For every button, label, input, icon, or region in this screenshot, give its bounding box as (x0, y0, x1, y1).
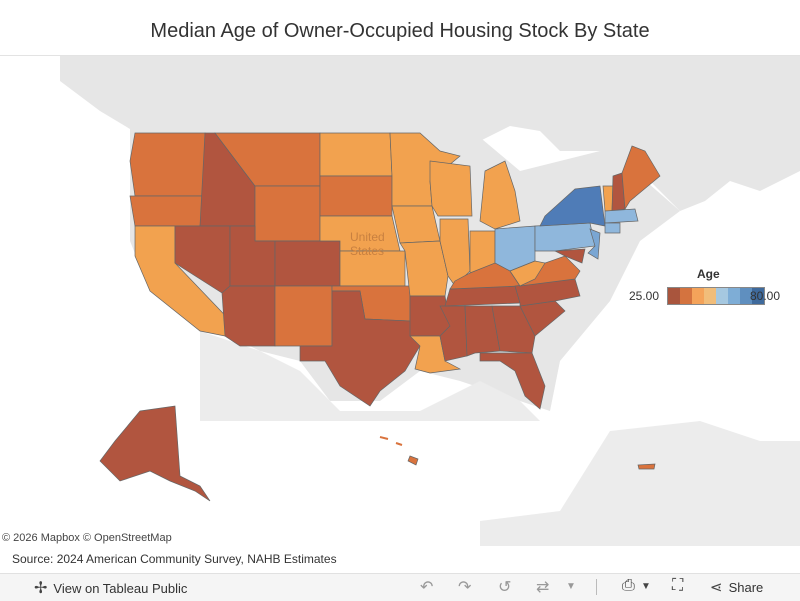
share-icon: ⋖ (710, 579, 723, 596)
map-area[interactable]: United States © 2026 Mapbox © OpenStreet… (0, 55, 800, 546)
state-south-dakota[interactable] (319, 175, 393, 217)
state-iowa[interactable] (391, 205, 441, 244)
legend-swatch-3 (704, 288, 716, 304)
state-mississippi[interactable] (439, 305, 468, 362)
state-colorado[interactable] (274, 240, 341, 287)
state-alabama[interactable] (464, 305, 501, 357)
canada-land (60, 56, 800, 211)
state-connecticut[interactable] (604, 222, 621, 234)
legend-title: Age (697, 267, 720, 281)
state-arkansas[interactable] (409, 295, 451, 337)
legend-swatch-7 (752, 288, 764, 304)
state-michigan[interactable] (479, 160, 521, 230)
tableau-logo-icon: ✢ (34, 580, 48, 597)
legend-max-label: 80.00 (750, 289, 781, 303)
country-label-line2: States (350, 244, 384, 258)
revert-icon[interactable]: ↺ (498, 579, 512, 596)
refresh-dropdown-icon[interactable]: ▼ (566, 581, 576, 592)
legend-swatches (667, 287, 765, 305)
view-on-tableau-link[interactable]: ✢ View on Tableau Public (34, 578, 187, 598)
state-new-jersey[interactable] (587, 228, 601, 260)
state-alaska[interactable] (99, 405, 211, 502)
hawaii-islands (379, 436, 403, 446)
refresh-icon[interactable]: ⇄ (536, 579, 550, 596)
map-attribution[interactable]: © 2026 Mapbox © OpenStreetMap (0, 532, 174, 544)
state-massachusetts[interactable] (604, 208, 639, 224)
legend-swatch-4 (716, 288, 728, 304)
state-hawaii[interactable] (407, 455, 419, 466)
caribbean-land (480, 421, 800, 546)
view-on-tableau-label: View on Tableau Public (53, 580, 188, 596)
share-button[interactable]: ⋖ Share (710, 578, 763, 596)
mexico-land (200, 331, 540, 421)
state-arizona[interactable] (221, 285, 276, 347)
fullscreen-icon[interactable]: ⛶ (672, 577, 684, 594)
state-vermont[interactable] (602, 185, 614, 212)
state-maryland[interactable] (553, 248, 586, 264)
state-georgia[interactable] (491, 305, 536, 354)
state-florida[interactable] (479, 352, 546, 410)
legend-swatch-0 (668, 288, 680, 304)
country-label-line1: United (350, 230, 385, 244)
color-legend: Age 25.00 80.00 (615, 267, 795, 327)
share-label: Share (728, 579, 764, 595)
state-pennsylvania[interactable] (534, 222, 596, 252)
legend-swatch-2 (692, 288, 704, 304)
undo-icon[interactable]: ↶ (420, 579, 434, 596)
territory-puerto-rico[interactable] (637, 463, 656, 470)
page-title: Median Age of Owner-Occupied Housing Sto… (150, 20, 650, 42)
state-west-virginia[interactable] (509, 260, 546, 287)
choropleth-map[interactable]: United States (0, 56, 800, 546)
state-washington[interactable] (129, 132, 206, 197)
legend-swatch-6 (740, 288, 752, 304)
download-icon[interactable]: ⎙ (622, 577, 635, 594)
redo-icon[interactable]: ↷ (458, 579, 472, 596)
source-note: Source: 2024 American Community Survey, … (12, 552, 337, 566)
state-new-mexico[interactable] (274, 285, 333, 347)
state-oregon[interactable] (129, 195, 206, 227)
legend-swatch-1 (680, 288, 692, 304)
state-texas[interactable] (299, 290, 421, 407)
state-wisconsin[interactable] (429, 160, 473, 217)
legend-min-label: 25.00 (629, 289, 660, 303)
legend-swatch-5 (728, 288, 740, 304)
toolbar-divider (596, 579, 597, 595)
tableau-toolbar: ✢ View on Tableau Public ↶ ↷ ↺ ⇄ ▼ ⎙ ▼ ⛶… (0, 573, 800, 601)
state-wyoming[interactable] (254, 185, 321, 242)
state-maine[interactable] (621, 145, 661, 211)
download-dropdown-icon[interactable]: ▼ (641, 581, 651, 592)
state-north-dakota[interactable] (319, 132, 393, 177)
